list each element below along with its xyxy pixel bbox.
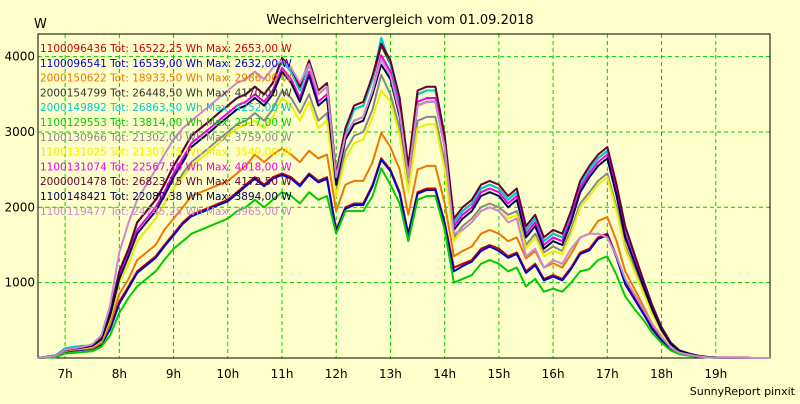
x-tick-label: 7h	[57, 367, 72, 381]
x-tick-label: 14h	[433, 367, 456, 381]
axes: 1000 2000 3000 4000 7h 8h 9h 10h 11h 12h 13h 14h 15h…	[4, 33, 771, 381]
plot-frame	[37, 33, 771, 359]
series-line	[37, 158, 770, 359]
chart-title: Wechselrichtervergleich vom 01.09.2018	[266, 13, 533, 28]
legend-entry: 1100148421 Tot: 22080,38 Wh Max: 3894,00…	[40, 191, 292, 203]
x-tick-label: 9h	[166, 367, 181, 381]
x-tick-label: 8h	[112, 367, 127, 381]
y-tick-label: 3000	[4, 125, 35, 139]
legend-entry: 2000150622 Tot: 18933,50 Wh Max: 2986,00…	[40, 73, 292, 85]
legend-entry: 1100096436 Tot: 16522,25 Wh Max: 2653,00…	[40, 43, 292, 55]
legend-entry: 2000001478 Tot: 26823,75 Wh Max: 4172,50…	[40, 176, 292, 188]
series-line	[37, 42, 770, 359]
series-line	[37, 132, 770, 359]
x-tick-label: 10h	[216, 367, 239, 381]
series-lines	[37, 36, 770, 359]
chart-footer: SunnyReport pinxit	[690, 385, 796, 398]
x-tick-label: 16h	[542, 367, 565, 381]
x-tick-label: 12h	[325, 367, 348, 381]
legend-entry: 2000154799 Tot: 26448,50 Wh Max: 4170,00…	[40, 87, 292, 99]
y-tick-label: 1000	[4, 276, 35, 290]
legend-entry: 1100129553 Tot: 13814,00 Wh Max: 2517,00…	[40, 117, 292, 129]
x-tick-label: 13h	[379, 367, 402, 381]
legend-entry: 1100131074 Tot: 22567,50 Wh Max: 4018,00…	[40, 161, 292, 173]
x-tick-label: 11h	[271, 367, 294, 381]
legend-entry: 1100130966 Tot: 21302,00 Wh Max: 3759,00…	[40, 132, 292, 144]
legend: 1100096436 Tot: 16522,25 Wh Max: 2653,00…	[40, 43, 292, 218]
y-axis-unit: W	[34, 17, 47, 32]
series-line	[37, 167, 770, 359]
legend-entry: 1100131025 Tot: 21307,75 Wh Max: 3549,00…	[40, 147, 292, 159]
legend-entry: 2000149892 Tot: 26863,50 Wh Max: 4252,00…	[40, 102, 292, 114]
x-tick-label: 18h	[650, 367, 673, 381]
x-tick-label: 17h	[596, 367, 619, 381]
series-line	[37, 58, 770, 359]
series-line	[37, 89, 770, 359]
x-tick-label: 15h	[487, 367, 510, 381]
legend-entry: 1100096541 Tot: 16539,00 Wh Max: 2632,00…	[40, 58, 292, 70]
y-tick-label: 2000	[4, 200, 35, 214]
y-tick-label: 4000	[4, 50, 35, 64]
x-tick-label: 19h	[704, 367, 727, 381]
legend-entry: 1100119477 Tot: 24745,25 Wh Max: 3965,00…	[40, 206, 292, 218]
